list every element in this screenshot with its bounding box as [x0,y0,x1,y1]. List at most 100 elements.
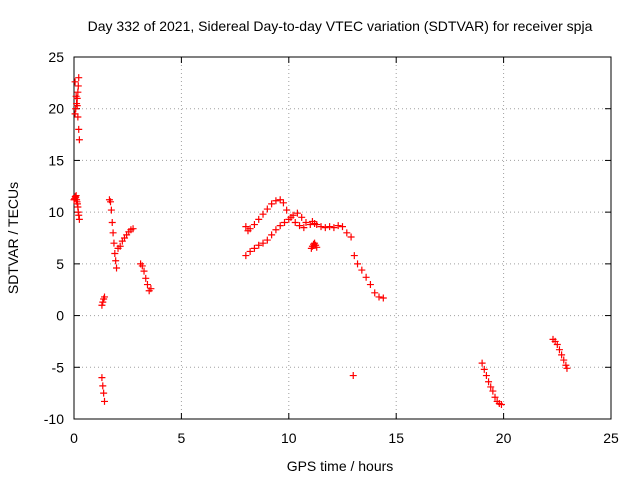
data-point [268,200,276,208]
data-point [558,351,566,359]
data-point [110,239,118,247]
data-point [263,205,271,213]
y-tick-label: 5 [56,256,64,272]
data-point [354,260,362,268]
data-point [276,222,284,230]
data-point [334,222,342,230]
data-point [281,218,289,226]
data-point [302,218,310,226]
data-point [358,266,366,274]
data-point [255,241,263,249]
data-point [272,197,280,205]
data-point [482,372,490,380]
data-point [75,136,83,144]
y-axis-label: SDTVAR / TECUs [5,182,21,294]
data-point [330,224,338,232]
y-axis-tick-labels: -10 -5 0 5 10 15 20 25 [44,49,64,427]
plot-area-frame [73,56,612,420]
data-point [371,289,379,297]
data-point [343,229,351,237]
x-tick-label: 20 [496,430,512,446]
data-point [555,346,563,354]
data-point [272,226,280,234]
data-point [113,264,121,272]
data-point [75,211,83,219]
data-point [276,196,284,204]
data-point [73,102,81,110]
x-tick-label: 15 [388,430,404,446]
data-point [98,301,106,309]
data-point [375,293,383,301]
y-tick-label: -10 [44,411,64,427]
data-point [75,125,83,133]
data-point [74,113,82,121]
x-tick-label: 0 [70,430,78,446]
data-point [326,223,334,231]
x-tick-label: 5 [178,430,186,446]
data-point [350,252,358,260]
data-point [98,374,106,382]
data-point [366,281,374,289]
data-point [242,252,250,260]
data-point [362,273,370,281]
data-points [70,74,571,409]
data-point [107,198,115,206]
data-point [489,387,497,395]
data-point [259,239,267,247]
data-point [101,293,109,301]
data-point [313,221,321,229]
data-point [108,218,116,226]
data-point [246,225,254,233]
data-point [289,211,297,219]
y-tick-label: -5 [52,359,65,375]
data-point [487,383,495,391]
data-point [349,372,357,380]
data-point [497,401,505,409]
data-point [300,224,308,232]
data-point [143,281,151,289]
data-point [293,209,301,217]
data-point [560,356,568,364]
data-point [296,222,304,230]
data-point [99,298,107,306]
data-point [107,206,115,214]
y-tick-label: 20 [48,101,64,117]
data-point [74,82,82,90]
data-point [242,223,250,231]
data-point [116,242,124,250]
x-axis-tick-labels: 0 5 10 15 20 25 [70,430,619,446]
data-point [298,213,306,221]
data-point [291,218,299,226]
data-point [562,361,570,369]
data-point [313,243,321,251]
data-point [112,257,120,265]
grid-lines [74,57,611,419]
data-point [100,389,108,397]
y-tick-label: 0 [56,308,64,324]
data-point [250,221,258,229]
data-point [142,274,150,282]
data-point [285,215,293,223]
data-point [129,225,137,233]
data-point [138,262,146,270]
data-point [246,247,254,255]
data-point [321,224,329,232]
data-point [99,382,107,390]
data-point [259,210,267,218]
y-tick-label: 15 [48,152,64,168]
data-point [75,74,83,82]
data-point [111,250,119,258]
data-point [478,359,486,367]
data-point [491,393,499,401]
data-point [379,294,387,302]
data-point [72,92,80,100]
x-axis-label: GPS time / hours [287,458,394,474]
data-point [480,365,488,373]
data-point [317,223,325,231]
data-point [485,378,493,386]
data-point [147,285,155,293]
data-point [71,78,79,86]
data-point [140,267,148,275]
data-point [553,341,561,349]
axis-ticks [73,56,612,420]
